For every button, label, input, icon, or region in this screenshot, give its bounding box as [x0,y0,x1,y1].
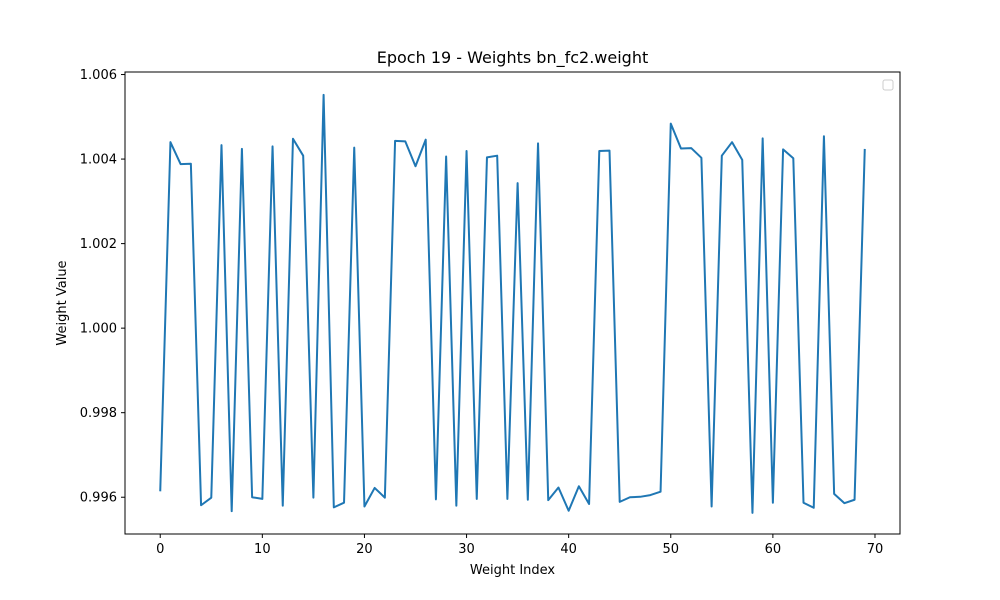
x-tick-label: 60 [765,542,782,557]
chart-title: Epoch 19 - Weights bn_fc2.weight [377,48,648,68]
x-tick-label: 10 [254,542,271,557]
plot-area: 0 10 20 30 40 50 60 70 0.996 0.998 1.000 1.002 1.004… [80,68,901,557]
legend-box [882,79,894,91]
x-tick-label: 40 [560,542,577,557]
y-axis-label: Weight Value [55,260,70,345]
series-line [159,93,866,514]
y-tick-label: 1.000 [80,322,117,337]
y-tick-label: 1.004 [80,153,117,168]
y-tick-label: 0.996 [80,491,117,506]
x-tick-label: 20 [356,542,373,557]
y-tick-label: 0.998 [80,406,117,421]
x-tick-label: 70 [867,542,884,557]
x-tick-label: 30 [458,542,475,557]
y-tick-label: 1.006 [80,68,117,83]
x-axis-label: Weight Index [470,563,556,578]
axes-frame [124,71,901,535]
y-tick-label: 1.002 [80,237,117,252]
x-tick-label: 50 [662,542,679,557]
x-tick-label: 0 [156,542,164,557]
